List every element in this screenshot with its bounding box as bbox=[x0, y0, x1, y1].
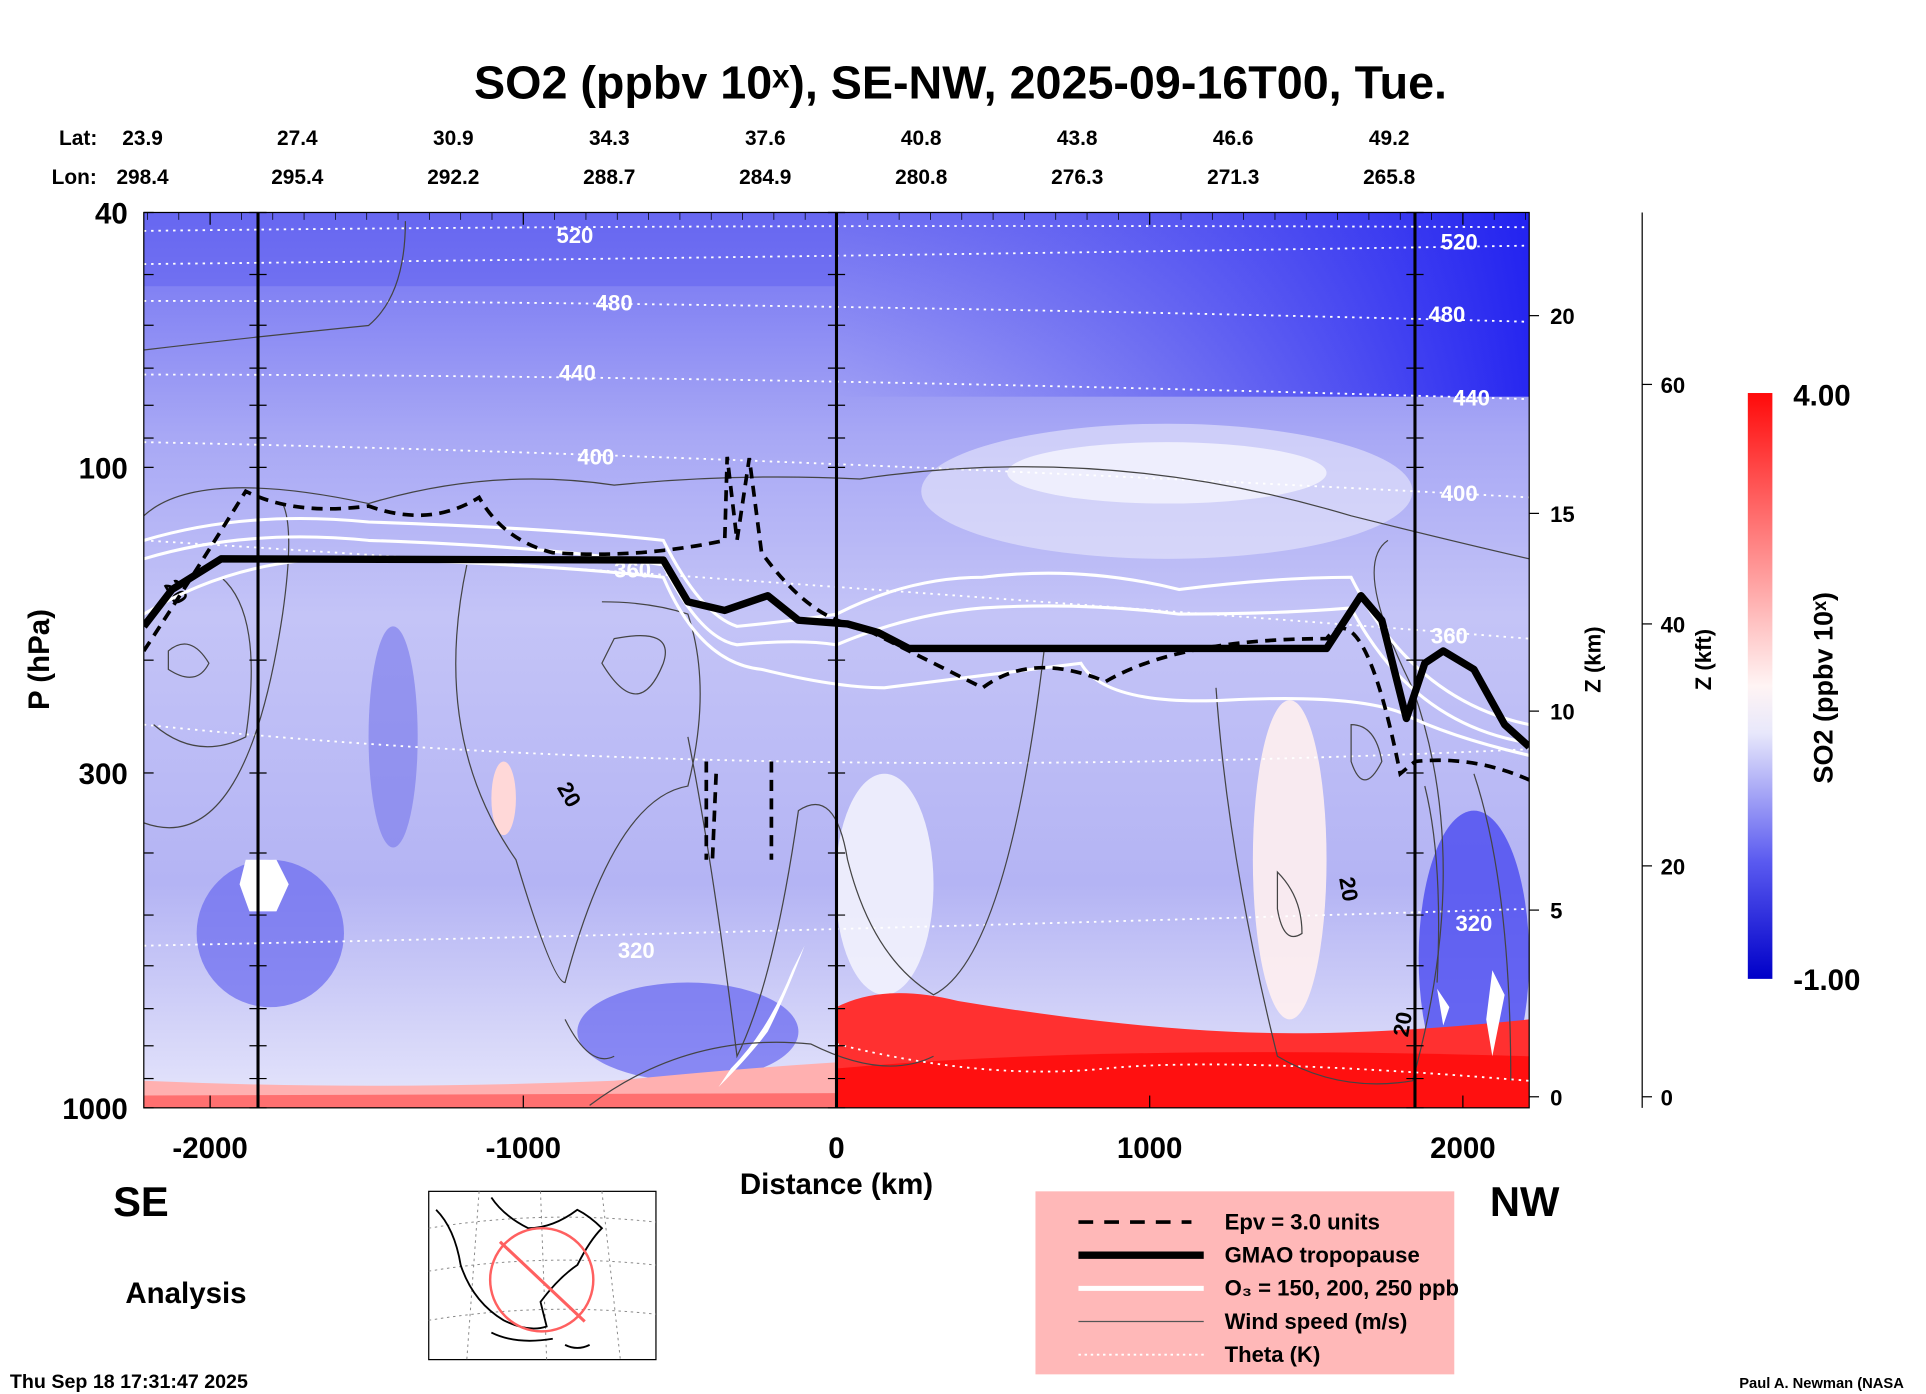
x-tick-label: -1000 bbox=[486, 1132, 561, 1165]
lat-label: Lat: bbox=[59, 127, 97, 150]
lat-value: 49.2 bbox=[1369, 127, 1410, 150]
x-tick-label: 1000 bbox=[1117, 1132, 1183, 1165]
x-axis-label: Distance (km) bbox=[740, 1168, 933, 1201]
lat-value: 40.8 bbox=[901, 127, 942, 150]
nw-label: NW bbox=[1490, 1178, 1560, 1225]
legend: Epv = 3.0 units GMAO tropopause O₃ = 150, … bbox=[1035, 1191, 1459, 1375]
y-axis: 40 100 300 1000 bbox=[62, 198, 1424, 1126]
lat-value: 23.9 bbox=[122, 127, 163, 150]
colorbar-label: SO2 (ppbv 10ˣ) bbox=[1809, 592, 1839, 784]
legend-entry-label: Wind speed (m/s) bbox=[1225, 1309, 1408, 1334]
wind-label: 20 bbox=[1388, 1010, 1417, 1039]
z-kft-label: Z (kft) bbox=[1691, 629, 1716, 690]
analysis-label: Analysis bbox=[125, 1277, 246, 1310]
legend-entry-label: O₃ = 150, 200, 250 ppb bbox=[1225, 1276, 1459, 1301]
lon-value: 284.9 bbox=[739, 166, 791, 189]
lon-label: Lon: bbox=[52, 166, 97, 189]
map-inset bbox=[428, 1190, 657, 1361]
timestamp: Thu Sep 18 17:31:47 2025 bbox=[10, 1371, 248, 1393]
chart-title: SO2 (ppbv 10ˣ), SE-NW, 2025-09-16T00, Tu… bbox=[474, 56, 1447, 108]
gmao-tropopause-line bbox=[143, 555, 1530, 750]
wind-label: 20 bbox=[1334, 875, 1363, 904]
lon-value: 271.3 bbox=[1207, 166, 1259, 189]
theta-label: 520 bbox=[1441, 229, 1478, 254]
legend-entry-label: GMAO tropopause bbox=[1225, 1243, 1420, 1268]
z-km-axis: 0 5 10 15 20 bbox=[1529, 304, 1575, 1110]
legend-entry-label: Theta (K) bbox=[1225, 1342, 1321, 1367]
z-km-tick-label: 5 bbox=[1550, 899, 1562, 924]
theta-label: 400 bbox=[577, 444, 614, 469]
z-km-tick-label: 10 bbox=[1550, 700, 1575, 725]
theta-label: 440 bbox=[559, 361, 596, 386]
lat-lon-header: Lat: Lon: 23.9 27.4 30.9 34.3 37.6 40.8 43.8 46… bbox=[52, 127, 1416, 189]
theta-label: 480 bbox=[596, 291, 633, 316]
z-km-label: Z (km) bbox=[1580, 626, 1605, 692]
lon-value: 288.7 bbox=[583, 166, 635, 189]
z-km-tick-label: 20 bbox=[1550, 304, 1575, 329]
colorbar bbox=[1747, 393, 1773, 979]
theta-label: 360 bbox=[1431, 624, 1468, 649]
se-label: SE bbox=[113, 1178, 169, 1225]
lat-value: 43.8 bbox=[1057, 127, 1098, 150]
credit: Paul A. Newman (NASA bbox=[1739, 1376, 1904, 1392]
lat-value: 27.4 bbox=[277, 127, 318, 150]
x-tick-label: 2000 bbox=[1430, 1132, 1496, 1165]
lat-value: 46.6 bbox=[1213, 127, 1254, 150]
x-tick-label: 0 bbox=[828, 1132, 844, 1165]
theta-label: 320 bbox=[1455, 911, 1492, 936]
lon-value: 298.4 bbox=[116, 166, 169, 189]
colorbar-min-label: -1.00 bbox=[1793, 964, 1860, 997]
y-tick-label: 300 bbox=[79, 758, 128, 791]
y-axis-label: P (hPa) bbox=[23, 609, 56, 710]
colorbar-max-label: 4.00 bbox=[1793, 379, 1850, 412]
x-axis: -2000 -1000 0 1000 2000 bbox=[147, 212, 1526, 1165]
lon-value: 265.8 bbox=[1363, 166, 1415, 189]
z-km-tick-label: 15 bbox=[1550, 502, 1575, 527]
theta-label: 480 bbox=[1428, 302, 1465, 327]
lon-value: 276.3 bbox=[1051, 166, 1103, 189]
theta-label: 440 bbox=[1453, 385, 1490, 410]
wind-speed-contours bbox=[143, 221, 1530, 1106]
z-kft-axis: 0 20 40 60 bbox=[1641, 212, 1686, 1110]
z-kft-tick-label: 60 bbox=[1661, 373, 1686, 398]
x-tick-label: -2000 bbox=[172, 1132, 247, 1165]
y-tick-label: 1000 bbox=[62, 1093, 128, 1126]
lon-value: 292.2 bbox=[427, 166, 479, 189]
y-tick-label: 40 bbox=[95, 198, 128, 231]
lat-value: 37.6 bbox=[745, 127, 786, 150]
theta-label: 320 bbox=[618, 938, 655, 963]
theta-contours bbox=[143, 225, 1530, 1082]
lon-value: 280.8 bbox=[895, 166, 947, 189]
coastline bbox=[435, 1196, 604, 1349]
lat-value: 30.9 bbox=[433, 127, 474, 150]
z-kft-tick-label: 20 bbox=[1661, 854, 1686, 879]
z-kft-tick-label: 40 bbox=[1661, 613, 1686, 638]
theta-label: 400 bbox=[1441, 481, 1478, 506]
y-tick-label: 100 bbox=[79, 452, 128, 485]
z-kft-tick-label: 0 bbox=[1661, 1085, 1673, 1110]
lat-value: 34.3 bbox=[589, 127, 630, 150]
theta-label: 520 bbox=[556, 223, 593, 248]
legend-entry-label: Epv = 3.0 units bbox=[1225, 1209, 1380, 1234]
z-km-tick-label: 0 bbox=[1550, 1085, 1562, 1110]
lon-value: 295.4 bbox=[271, 166, 324, 189]
